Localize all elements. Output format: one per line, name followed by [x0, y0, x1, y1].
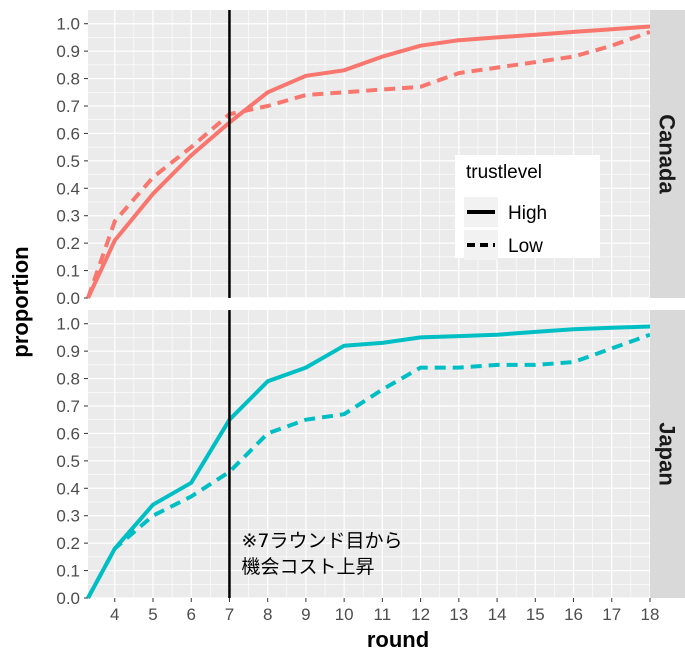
annotation-text-line: ※7ラウンド目から — [241, 530, 402, 552]
legend-label-low: Low — [508, 236, 543, 257]
x-tick-label: 16 — [564, 605, 583, 624]
y-tick-label: 0.8 — [56, 370, 80, 389]
annotation-text-line: 機会コスト上昇 — [241, 556, 374, 578]
facet-strip-label: Japan — [655, 422, 680, 486]
x-tick-label: 10 — [335, 605, 354, 624]
x-tick-label: 15 — [526, 605, 545, 624]
x-tick-label: 6 — [186, 605, 195, 624]
panels-layer: 0.0 0.1 0.2 0.3 0.4 0.5 0.6 0.7 0.8 0.9 1.0 Canada 0… — [56, 10, 685, 624]
x-tick-label: 4 — [110, 605, 119, 624]
series-line-japan-high — [86, 324, 651, 599]
y-tick-label: 0.2 — [56, 534, 80, 553]
facet-strip — [650, 310, 685, 598]
y-tick-label: 0.9 — [56, 342, 80, 361]
y-tick-label: 0.6 — [56, 124, 80, 143]
legend-label-high: High — [508, 203, 547, 224]
y-tick-label: 0.0 — [56, 289, 80, 308]
y-tick-label: 0.7 — [56, 397, 80, 416]
y-tick-label: 0.5 — [56, 152, 80, 171]
legend-title: trustlevel — [466, 162, 542, 183]
y-tick-label: 0.6 — [56, 424, 80, 443]
legend: trustlevel High Low — [455, 155, 600, 260]
y-tick-label: 0.9 — [56, 42, 80, 61]
x-tick-label: 12 — [411, 605, 430, 624]
y-tick-label: 0.1 — [56, 262, 80, 281]
x-tick-label: 13 — [449, 605, 468, 624]
x-tick-label: 17 — [602, 605, 621, 624]
x-tick-label: 14 — [488, 605, 507, 624]
y-tick-label: 1.0 — [56, 315, 80, 334]
x-tick-label: 9 — [301, 605, 310, 624]
series-line-canada-high — [86, 24, 651, 299]
y-tick-label: 0.4 — [56, 479, 80, 498]
panel-background — [88, 310, 650, 598]
y-tick-label: 0.3 — [56, 207, 80, 226]
facet-strip — [650, 10, 685, 298]
y-tick-label: 0.3 — [56, 507, 80, 526]
y-tick-label: 0.2 — [56, 234, 80, 253]
y-tick-label: 0.0 — [56, 589, 80, 608]
y-tick-label: 0.4 — [56, 179, 80, 198]
y-tick-label: 0.7 — [56, 97, 80, 116]
y-axis-title: proportion — [8, 246, 33, 357]
x-tick-label: 7 — [225, 605, 234, 624]
x-axis-title: round — [367, 627, 429, 652]
y-tick-label: 1.0 — [56, 15, 80, 34]
series-line-japan-low — [86, 332, 651, 599]
x-tick-label: 8 — [263, 605, 272, 624]
series-line-canada-low — [86, 30, 651, 299]
x-tick-label: 18 — [641, 605, 660, 624]
x-tick-label: 5 — [148, 605, 157, 624]
y-tick-label: 0.8 — [56, 70, 80, 89]
facet-strip-label: Canada — [655, 114, 680, 194]
y-tick-label: 0.1 — [56, 562, 80, 581]
y-tick-label: 0.5 — [56, 452, 80, 471]
panel-japan: 0.0 0.1 0.2 0.3 0.4 0.5 0.6 0.7 0.8 0.9 1.0 Japan — [56, 310, 685, 608]
x-tick-label: 11 — [374, 605, 392, 624]
